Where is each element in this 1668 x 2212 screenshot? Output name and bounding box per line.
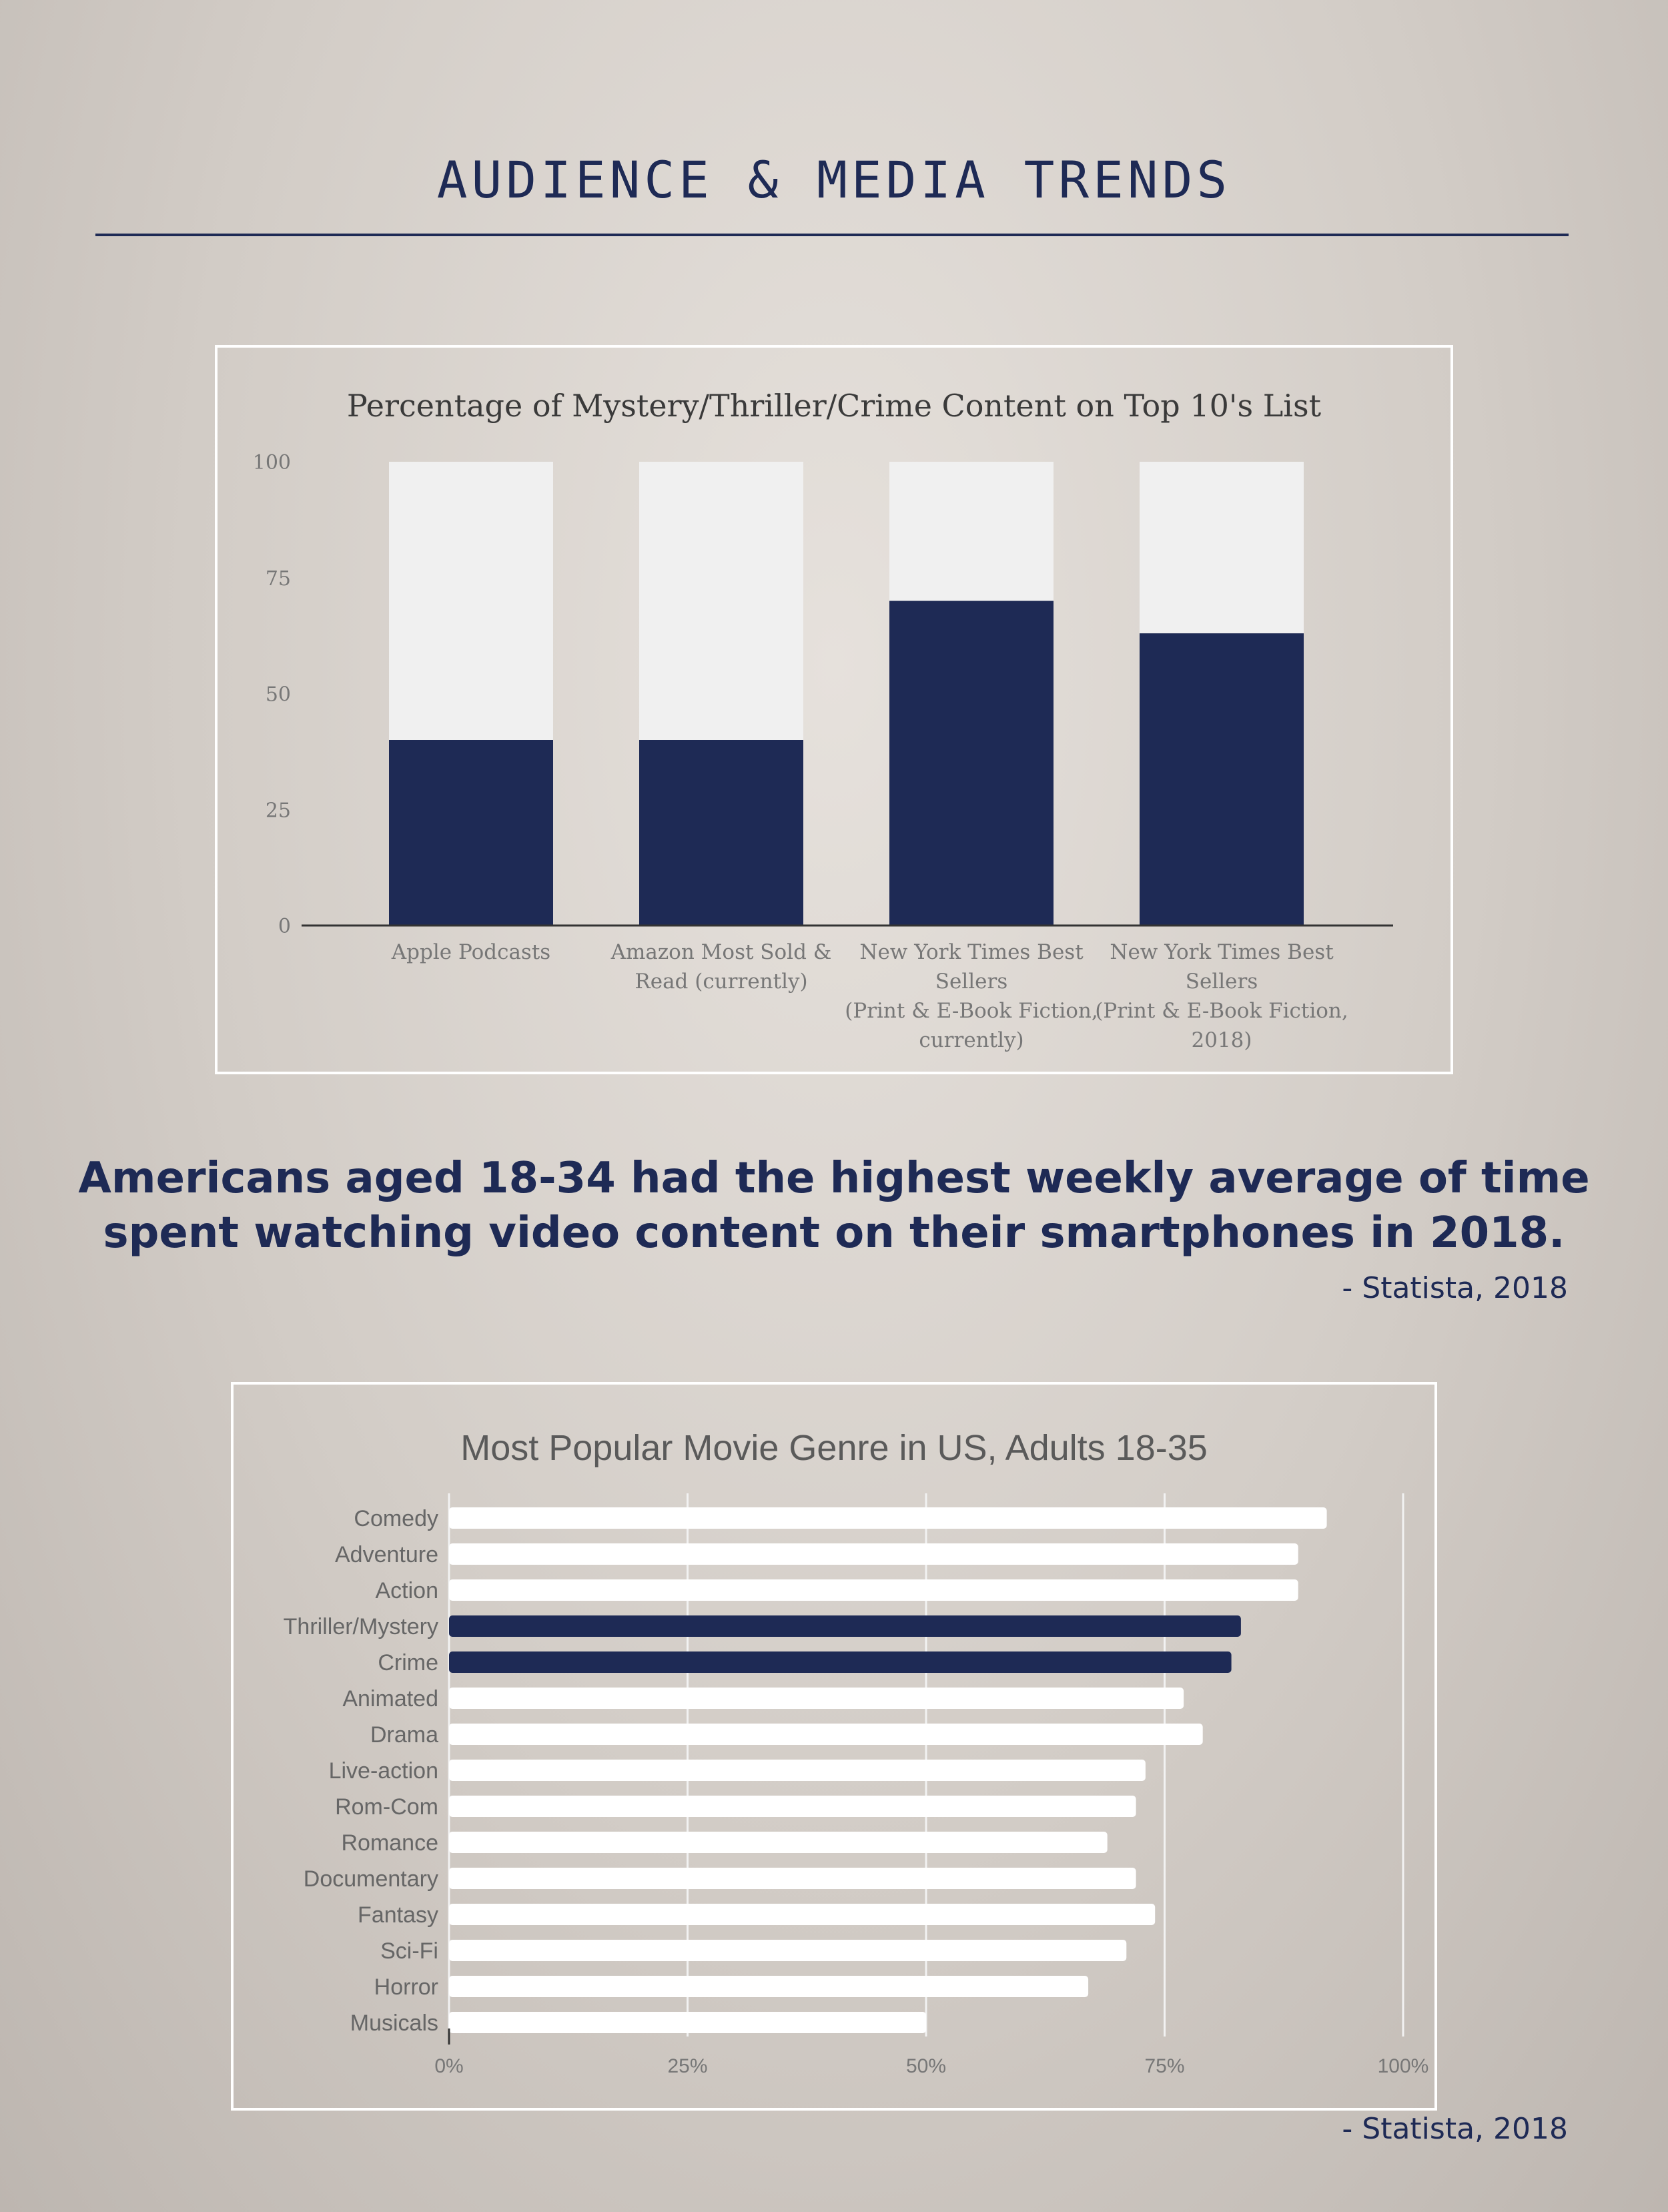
chart1-bar [1140,633,1304,926]
chart2-x-tick: 50% [906,2055,946,2077]
chart2-y-tick-label: Musicals [350,2010,438,2036]
chart1-x-tick-label: 2018) [1192,1028,1252,1052]
chart2-y-tick-label: Action [376,1578,439,1603]
chart2-bar [449,1904,1156,1925]
chart1-y-tick: 50 [266,683,291,707]
chart2-bar [449,1832,1108,1853]
chart1-bar [389,740,553,926]
chart1-x-tick-label: Apple Podcasts [391,940,550,964]
chart2-x-tick: 25% [667,2055,707,2077]
chart2-bar [449,1940,1127,1961]
chart2-bar [449,1796,1136,1817]
chart2-bar [449,1760,1146,1781]
chart1-x-tick-label: (Print & E-Book Fiction, [845,999,1098,1023]
chart2-bar [449,1976,1089,1997]
chart2-y-tick-label: Adventure [335,1542,438,1567]
chart1-bar-remainder [389,462,553,740]
chart2-y-tick-label: Documentary [304,1866,438,1892]
chart2-y-tick-label: Crime [378,1650,438,1676]
source-citation-2: - Statista, 2018 [1342,2112,1568,2146]
chart1-title: Percentage of Mystery/Thriller/Crime Con… [347,388,1322,424]
chart2-y-tick-label: Fantasy [358,1902,438,1928]
chart2-y-tick-label: Animated [342,1686,438,1712]
chart2-bar [449,1651,1232,1673]
chart1-y-tick: 0 [278,915,291,938]
page-title: AUDIENCE & MEDIA TRENDS [436,150,1232,210]
chart2-x-tick: 0% [434,2055,463,2077]
chart2-title: Most Popular Movie Genre in US, Adults 1… [460,1428,1208,1468]
chart2-bar [449,1543,1298,1565]
chart1-frame [215,345,1453,1074]
chart2-x-tick: 100% [1378,2055,1429,2077]
chart1-x-tick-label: New York Times Best [1110,940,1334,964]
quote-line-1: Americans aged 18-34 had the highest wee… [78,1154,1590,1203]
chart2-frame [231,1382,1437,2111]
chart1-x-tick-label: (Print & E-Book Fiction, [1095,999,1348,1023]
chart2-y-tick-label: Comedy [354,1506,438,1531]
source-citation-1: - Statista, 2018 [1342,1271,1568,1305]
chart2-bar [449,1507,1327,1529]
chart1-x-tick-label: Sellers [1186,970,1258,994]
chart2-bar [449,1579,1298,1601]
chart2-y-tick-label: Rom-Com [335,1794,438,1820]
chart1-x-tick-label: New York Times Best [859,940,1084,964]
chart2-y-tick-label: Sci-Fi [380,1938,438,1964]
chart2-x-tick: 75% [1144,2055,1184,2077]
chart1-x-tick-label: currently) [919,1028,1023,1052]
chart1-bar-remainder [1140,462,1304,634]
chart1-bar-remainder [639,462,803,740]
chart2-bar [449,1615,1241,1637]
quote-line-2: spent watching video content on their sm… [103,1208,1565,1258]
chart2-bar [449,2012,926,2033]
chart2-y-tick-label: Live-action [329,1758,438,1784]
chart2-y-tick-label: Drama [370,1722,438,1748]
chart1-bar-remainder [889,462,1054,601]
chart2-y-tick-label: Thriller/Mystery [284,1614,438,1639]
chart1-x-tick-label: Sellers [935,970,1008,994]
chart2-bar [449,1724,1203,1745]
chart2-bar [449,1688,1184,1709]
chart1-y-tick: 25 [266,799,291,822]
chart1-bar [889,601,1054,926]
chart2-y-tick-label: Horror [374,1974,438,2000]
title-divider [95,234,1569,236]
quote-text: Americans aged 18-34 had the highest wee… [0,1151,1668,1260]
chart1-x-tick-label: Amazon Most Sold & [610,940,832,964]
chart2-y-tick-label: Romance [341,1830,438,1856]
chart2-bar [449,1868,1136,1889]
chart1-y-tick: 100 [253,451,291,474]
chart1-bar [639,740,803,926]
chart1-y-tick: 75 [266,567,291,591]
chart1-x-tick-label: Read (currently) [635,970,807,994]
